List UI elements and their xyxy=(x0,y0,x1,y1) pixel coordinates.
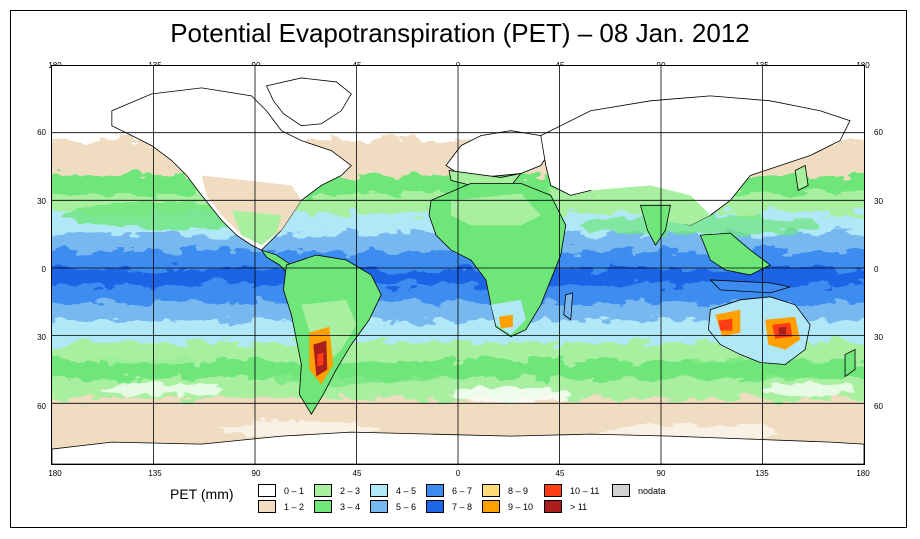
legend-item: 9 – 10 xyxy=(482,500,533,513)
right-tick-label: 60 xyxy=(874,402,883,411)
right-tick-label: 30 xyxy=(874,333,883,342)
legend-swatch xyxy=(258,500,276,513)
legend-swatch xyxy=(258,484,276,497)
legend-item: 3 – 4 xyxy=(314,500,360,513)
legend-swatch xyxy=(426,500,444,513)
legend-swatch xyxy=(544,484,562,497)
legend-swatch xyxy=(314,500,332,513)
legend-swatch xyxy=(482,484,500,497)
right-tick-label: 60 xyxy=(874,128,883,137)
map-title: Potential Evapotranspiration (PET) – 08 … xyxy=(170,18,750,48)
legend-item: 7 – 8 xyxy=(426,500,472,513)
legend-label: 6 – 7 xyxy=(452,485,473,496)
legend-swatch xyxy=(482,500,500,513)
legend-label: 8 – 9 xyxy=(508,485,529,496)
legend-label: 4 – 5 xyxy=(396,485,417,496)
pet-world-map xyxy=(51,65,865,465)
bottom-tick-label: 135 xyxy=(148,469,162,478)
legend-item: 0 – 1 xyxy=(258,484,304,497)
legend-item: 2 – 3 xyxy=(314,484,360,497)
legend-swatch xyxy=(612,484,630,497)
legend-item: 10 – 11 xyxy=(544,484,599,497)
legend-swatch xyxy=(544,500,562,513)
legend-item: nodata xyxy=(612,484,666,497)
left-tick-label: 0 xyxy=(41,265,46,274)
legend-title: PET (mm) xyxy=(170,486,234,502)
legend-swatch xyxy=(314,484,332,497)
left-tick-label: 60 xyxy=(37,402,46,411)
bottom-tick-label: 90 xyxy=(251,469,261,478)
bottom-tick-label: 90 xyxy=(656,469,666,478)
legend-label: 3 – 4 xyxy=(340,501,361,512)
legend-swatch xyxy=(370,484,388,497)
legend-item: 1 – 2 xyxy=(258,500,304,513)
left-tick-label: 60 xyxy=(37,128,46,137)
legend-label: 10 – 11 xyxy=(570,485,600,496)
legend-label: 2 – 3 xyxy=(340,485,361,496)
legend-label: 1 – 2 xyxy=(284,501,305,512)
legend-label: 0 – 1 xyxy=(284,485,305,496)
legend-label: 9 – 10 xyxy=(508,501,534,512)
legend-swatch xyxy=(370,500,388,513)
graticule xyxy=(52,66,864,464)
bottom-tick-label: 45 xyxy=(352,469,362,478)
left-tick-label: 30 xyxy=(37,197,46,206)
legend-label: nodata xyxy=(638,485,666,496)
legend-label: > 11 xyxy=(570,501,588,512)
legend-label: 7 – 8 xyxy=(452,501,473,512)
bottom-tick-label: 180 xyxy=(856,469,870,478)
bottom-tick-label: 135 xyxy=(755,469,769,478)
right-tick-label: 30 xyxy=(874,197,883,206)
bottom-tick-label: 0 xyxy=(455,469,461,478)
legend-item: 5 – 6 xyxy=(370,500,416,513)
legend-item: 8 – 9 xyxy=(482,484,528,497)
legend-item: > 11 xyxy=(544,500,587,513)
bottom-tick-label: 45 xyxy=(555,469,565,478)
right-tick-label: 0 xyxy=(874,265,879,274)
legend-label: 5 – 6 xyxy=(396,501,417,512)
legend-item: 4 – 5 xyxy=(370,484,416,497)
legend-item: 6 – 7 xyxy=(426,484,472,497)
legend-swatch xyxy=(426,484,444,497)
bottom-tick-label: 180 xyxy=(48,469,62,478)
left-tick-label: 30 xyxy=(37,333,46,342)
